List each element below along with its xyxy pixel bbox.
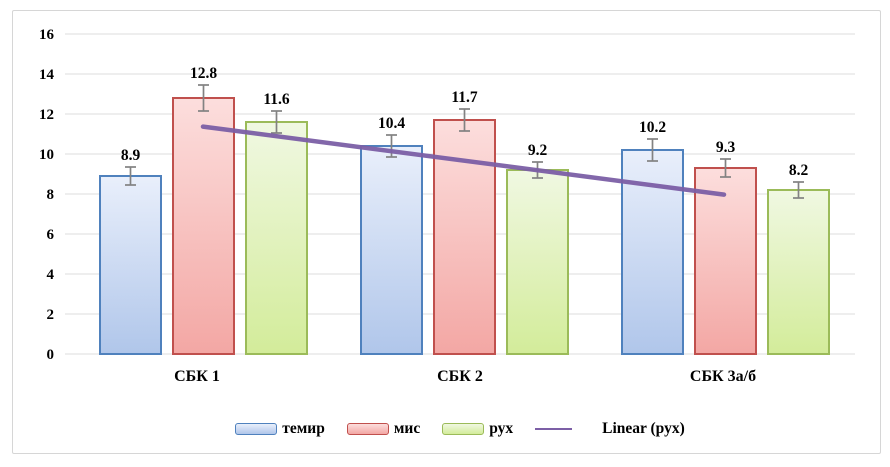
bar-temir-sbk1 bbox=[99, 175, 162, 355]
legend-label-rux: рух bbox=[489, 420, 514, 437]
trendline-linear-rux bbox=[200, 124, 727, 197]
y-axis-tick-0: 0 bbox=[47, 347, 55, 363]
legend-label-linear-rux: Linear (рух) bbox=[602, 420, 685, 437]
data-label-mis-sbk3ab: 9.3 bbox=[716, 139, 736, 156]
legend-item-mis: мис bbox=[346, 420, 421, 438]
error-bar-rux-sbk3ab bbox=[793, 181, 804, 199]
bar-rux-sbk2 bbox=[506, 169, 569, 355]
bar-mis-sbk2 bbox=[433, 119, 496, 355]
data-label-temir-sbk2: 10.4 bbox=[378, 115, 405, 132]
bar-mis-sbk3ab bbox=[694, 167, 757, 355]
y-axis-tick-10: 10 bbox=[39, 147, 54, 163]
error-bar-mis-sbk3ab bbox=[720, 158, 731, 178]
y-axis-tick-14: 14 bbox=[39, 67, 55, 83]
y-axis-tick-8: 8 bbox=[47, 187, 55, 203]
error-bar-mis-sbk1 bbox=[198, 84, 209, 112]
bar-temir-sbk2 bbox=[360, 145, 423, 355]
data-label-rux-sbk3ab: 8.2 bbox=[789, 162, 809, 179]
error-bar-temir-sbk3ab bbox=[647, 138, 658, 162]
y-axis-tick-6: 6 bbox=[47, 227, 55, 243]
legend-trendline-sample bbox=[535, 428, 573, 430]
bar-rux-sbk3ab bbox=[767, 189, 830, 355]
data-label-mis-sbk1: 12.8 bbox=[190, 65, 217, 82]
chart-legend: темир мис рух Linear (рух) bbox=[65, 420, 855, 438]
legend-swatch-temir bbox=[235, 423, 278, 435]
data-label-rux-sbk2: 9.2 bbox=[528, 142, 548, 159]
y-axis-tick-2: 2 bbox=[47, 307, 55, 323]
legend-label-temir: темир bbox=[282, 420, 325, 437]
x-axis-category-sbk3ab: СБК 3а/б bbox=[690, 368, 756, 385]
y-axis-tick-16: 16 bbox=[39, 27, 55, 43]
error-bar-rux-sbk1 bbox=[271, 110, 282, 134]
legend-item-temir: темир bbox=[235, 420, 325, 438]
bar-mis-sbk1 bbox=[172, 97, 235, 355]
data-label-temir-sbk3ab: 10.2 bbox=[639, 119, 666, 136]
y-axis-tick-12: 12 bbox=[39, 107, 54, 123]
legend-swatch-rux bbox=[442, 423, 485, 435]
data-label-mis-sbk2: 11.7 bbox=[451, 89, 478, 106]
data-label-temir-sbk1: 8.9 bbox=[121, 147, 141, 164]
data-label-rux-sbk1: 11.6 bbox=[263, 91, 290, 108]
error-bar-temir-sbk1 bbox=[125, 166, 136, 186]
legend-item-rux: рух bbox=[442, 420, 513, 438]
y-axis-tick-4: 4 bbox=[47, 267, 55, 283]
bar-rux-sbk1 bbox=[245, 121, 308, 355]
legend-item-linear-rux: Linear (рух) bbox=[535, 420, 685, 438]
legend-swatch-mis bbox=[346, 423, 389, 435]
x-axis-category-sbk1: СБК 1 bbox=[174, 368, 220, 385]
legend-label-mis: мис bbox=[393, 420, 421, 437]
x-axis-category-sbk2: СБК 2 bbox=[437, 368, 483, 385]
error-bar-mis-sbk2 bbox=[459, 108, 470, 132]
